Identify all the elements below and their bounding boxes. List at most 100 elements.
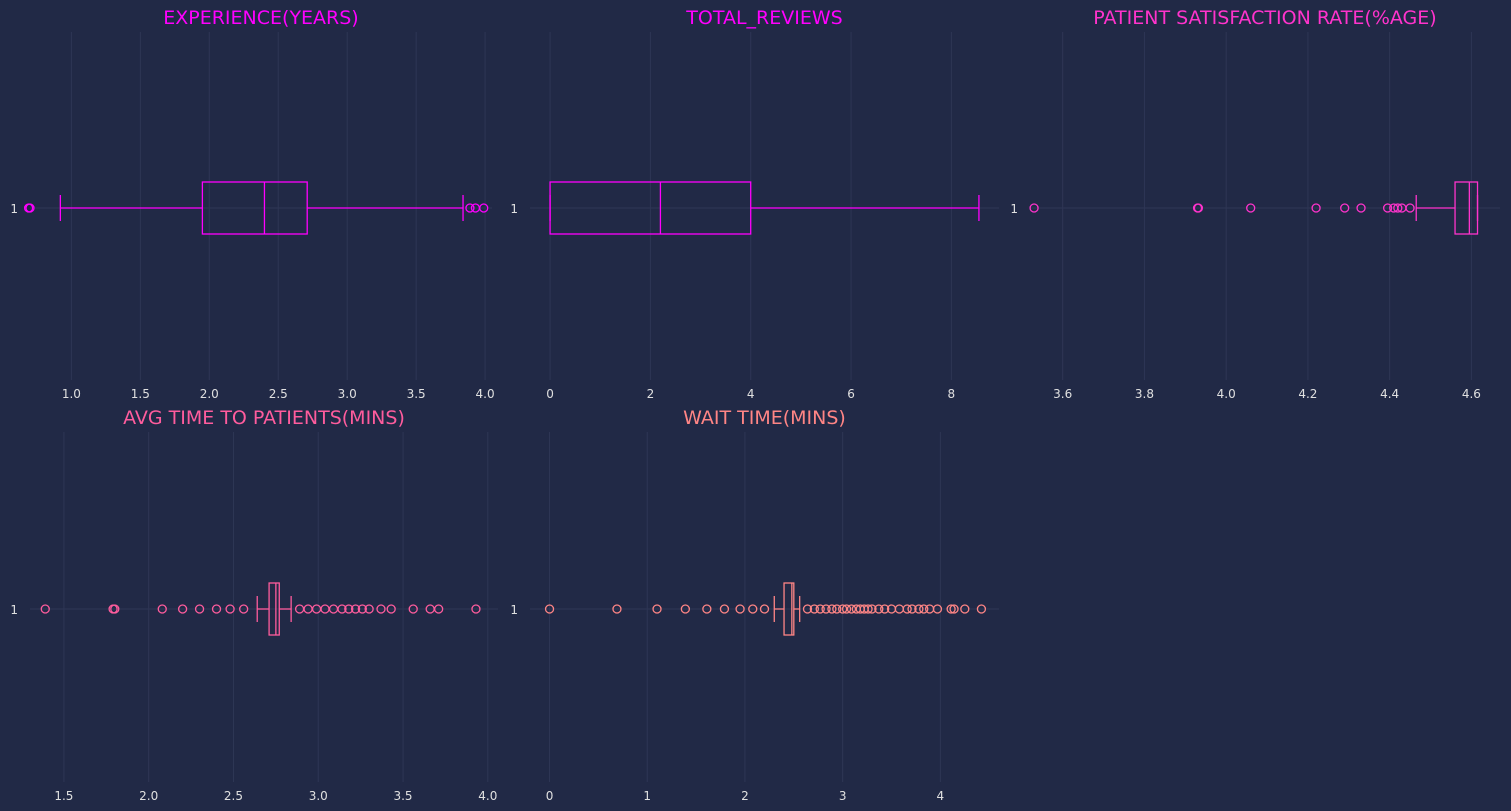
x-tick-label: 1.0	[62, 387, 81, 401]
subplot-4: AVG TIME TO PATIENTS(MINS) 1.5 2.0 2.5 3.0 3.…	[10, 407, 498, 803]
outlier-point	[880, 604, 890, 614]
outlier-point	[748, 604, 758, 614]
outlier-point	[821, 604, 831, 614]
outlier-point	[177, 604, 188, 614]
x-tick-label: 2	[741, 789, 749, 803]
y-tick-label: 1	[10, 202, 18, 216]
subplot-5: WAIT TIME(MINS) 0 1 2 3 4 1	[510, 407, 999, 803]
subplot-3: PATIENT SATISFACTION RATE(%AGE) 3.6 3.8 4.0…	[1010, 7, 1500, 401]
outlier-point	[702, 604, 712, 614]
outlier-point	[809, 604, 819, 614]
x-tick-label: 3	[839, 789, 847, 803]
outlier-point	[337, 604, 347, 614]
x-tick-label: 4	[747, 387, 755, 401]
outlier-point	[1356, 203, 1366, 213]
outlier-point	[949, 604, 959, 614]
outlier-point	[1393, 203, 1403, 213]
outlier-point	[832, 604, 842, 614]
outlier-point	[815, 604, 825, 614]
outlier-point	[357, 604, 367, 614]
x-tick-label: 3.5	[393, 789, 412, 803]
outlier-point	[846, 604, 857, 614]
outlier-point	[914, 604, 924, 614]
outlier-point	[759, 604, 770, 614]
x-tick-label: 2.5	[269, 387, 288, 401]
box-iqr	[783, 582, 795, 636]
x-tick-label: 3.0	[338, 387, 357, 401]
subplot-title: EXPERIENCE(YEARS)	[163, 7, 358, 29]
y-tick-label: 1	[1010, 202, 1018, 216]
x-tick-label: 2.5	[224, 789, 243, 803]
y-tick-label: 1	[10, 603, 18, 617]
outlier-point	[194, 604, 205, 614]
x-tick-label: 2.0	[139, 789, 158, 803]
x-tick-label: 8	[948, 387, 956, 401]
x-tick-label: 1.5	[54, 789, 73, 803]
outlier-point	[932, 604, 943, 614]
subplot-title: TOTAL_REVIEWS	[685, 7, 842, 29]
outlier-point	[652, 604, 662, 614]
x-tick-label: 3.8	[1135, 387, 1154, 401]
subplot-title: WAIT TIME(MINS)	[683, 407, 846, 429]
outlier-point	[802, 604, 813, 614]
outlier-point	[376, 604, 386, 614]
outlier-point	[479, 203, 489, 213]
subplot-title: PATIENT SATISFACTION RATE(%AGE)	[1093, 7, 1436, 29]
subplot-title: AVG TIME TO PATIENTS(MINS)	[123, 407, 405, 429]
x-tick-label: 1.5	[131, 387, 150, 401]
outlier-point	[719, 604, 730, 614]
x-tick-label: 4.6	[1462, 387, 1481, 401]
x-tick-label: 0	[546, 387, 554, 401]
outlier-point	[157, 604, 167, 614]
outlier-point	[827, 604, 837, 614]
box-iqr	[268, 582, 280, 636]
x-tick-label: 3.0	[309, 789, 328, 803]
outlier-point	[344, 604, 354, 614]
outlier-point	[960, 604, 970, 614]
subplot-1: EXPERIENCE(YEARS) 1.0 1.5 2.0 2.5 3.0 3.5 4.0 1	[10, 7, 494, 401]
outlier-point	[239, 604, 249, 614]
outlier-point	[25, 203, 35, 213]
outlier-point	[863, 604, 873, 614]
outlier-point	[1340, 203, 1350, 213]
outlier-point	[907, 604, 917, 614]
x-tick-label: 2.0	[200, 387, 219, 401]
x-tick-label: 4.4	[1380, 387, 1399, 401]
outlier-point	[1029, 203, 1039, 213]
outlier-point	[946, 604, 956, 614]
x-tick-label: 4.0	[1217, 387, 1236, 401]
x-tick-label: 3.5	[407, 387, 426, 401]
outlier-point	[1193, 203, 1204, 213]
outlier-point	[680, 604, 691, 614]
outlier-point	[1382, 203, 1393, 213]
x-tick-label: 4.0	[476, 387, 495, 401]
outlier-point	[919, 604, 929, 614]
outlier-point	[434, 604, 444, 614]
x-tick-label: 0	[546, 789, 554, 803]
x-tick-label: 4.2	[1298, 387, 1317, 401]
outlier-point	[211, 604, 222, 614]
box-iqr	[1454, 181, 1479, 235]
outlier-point	[976, 604, 987, 614]
outlier-point	[350, 604, 361, 614]
box-iqr	[549, 181, 752, 235]
x-tick-label: 6	[847, 387, 855, 401]
outlier-point	[544, 604, 555, 614]
x-tick-label: 1	[643, 789, 651, 803]
outlier-point	[386, 604, 396, 614]
y-tick-label: 1	[510, 202, 518, 216]
outlier-point	[1246, 203, 1256, 213]
outlier-point	[612, 604, 622, 614]
x-tick-label: 2	[647, 387, 655, 401]
outlier-point	[471, 604, 481, 614]
box-iqr	[201, 181, 308, 235]
outlier-point	[902, 604, 912, 614]
outlier-point	[841, 604, 852, 614]
outlier-point	[867, 604, 877, 614]
outlier-point	[1405, 203, 1415, 213]
outlier-point	[735, 604, 745, 614]
outlier-point	[838, 604, 848, 614]
outlier-point	[408, 604, 418, 614]
x-tick-label: 4.0	[478, 789, 497, 803]
